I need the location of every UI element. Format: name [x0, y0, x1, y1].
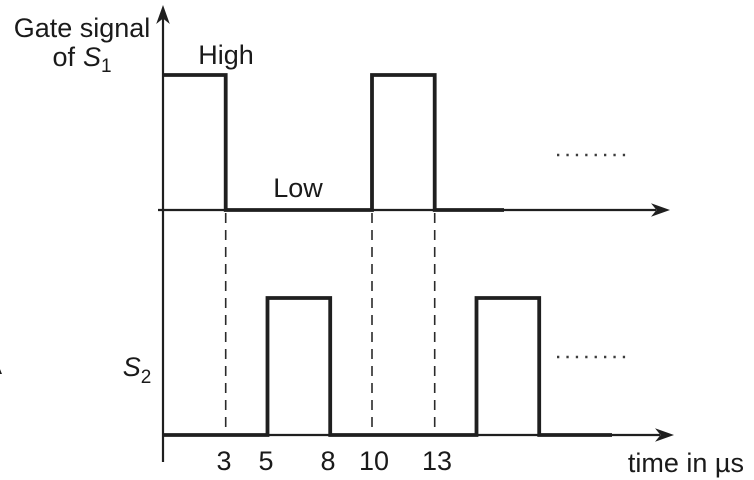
x-tick-5: 5 — [258, 446, 273, 476]
s1-waveform — [163, 73, 504, 212]
s2-waveform — [163, 296, 612, 437]
y-axis-arrow-icon — [156, 5, 170, 24]
x-tick-3: 3 — [216, 446, 231, 476]
s2-series-label: S2 — [123, 352, 152, 388]
x-tick-10: 10 — [359, 446, 389, 476]
x-tick-8: 8 — [320, 446, 335, 476]
high-level-label: High — [198, 40, 254, 70]
s1-axis-title-line1: Gate signal — [14, 13, 151, 43]
dashed-guide-lines — [224, 213, 436, 433]
s1-time-axis-arrow-icon — [651, 203, 670, 217]
s1-axis-title-line2: of S1 — [52, 42, 111, 77]
left-edge-artifact: A — [0, 353, 2, 380]
low-level-label: Low — [273, 173, 323, 203]
s2-time-axis-arrow-icon — [655, 428, 674, 442]
x-tick-13: 13 — [422, 446, 452, 476]
x-axis-label: time in µs — [628, 448, 744, 478]
